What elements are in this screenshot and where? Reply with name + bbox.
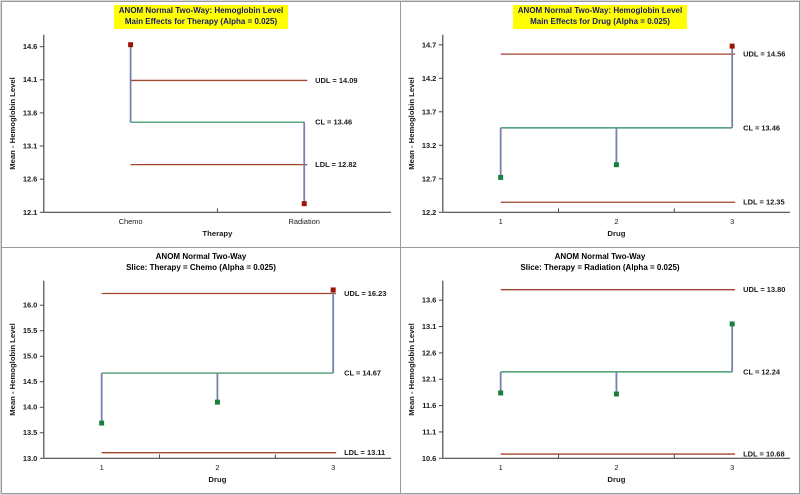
y-tick-label: 14.2 — [422, 74, 437, 83]
anom-plot-slice-chemo: 16.0 15.5 15.0 14.5 14.0 13.5 13.0 1 2 3 Drug Mean … — [8, 280, 392, 484]
chart-title-box: ANOM Normal Two-Way: Hemoglobin Level Ma… — [113, 5, 289, 29]
y-tick-label: 12.6 — [23, 175, 38, 184]
category-label: 2 — [215, 463, 219, 472]
y-tick-label: 13.1 — [422, 322, 437, 331]
y-tick-label: 13.7 — [422, 107, 437, 116]
cl-label: CL = 14.67 — [344, 369, 381, 378]
y-tick-label: 13.5 — [23, 428, 38, 437]
y-tick-label: 12.2 — [422, 208, 437, 217]
y-tick-label: 14.6 — [23, 42, 38, 51]
y-axis-title: Mean - Hemoglobin Level — [407, 77, 416, 170]
ldl-label: LDL = 10.68 — [743, 450, 784, 459]
panel-main-effects-therapy: ANOM Normal Two-Way: Hemoglobin Level Ma… — [2, 2, 400, 247]
y-tick-label: 13.2 — [422, 141, 437, 150]
y-tick-label: 13.1 — [23, 142, 38, 151]
udl-label: UDL = 14.56 — [743, 50, 785, 59]
y-tick-label: 12.1 — [23, 208, 38, 217]
category-label: 3 — [730, 217, 734, 226]
udl-label: UDL = 13.80 — [743, 285, 785, 294]
x-axis-title: Drug — [208, 475, 226, 484]
chart-title-area: ANOM Normal Two-Way Slice: Therapy = Rad… — [401, 251, 799, 275]
data-point — [301, 201, 307, 207]
category-label: 2 — [614, 463, 618, 472]
cl-label: CL = 12.24 — [743, 367, 781, 376]
y-axis-title: Mean - Hemoglobin Level — [8, 77, 17, 170]
y-tick-label: 11.6 — [422, 401, 436, 410]
y-axis-title: Mean - Hemoglobin Level — [8, 323, 17, 416]
y-tick-label: 14.1 — [23, 75, 38, 84]
chart-title-line1: ANOM Normal Two-Way — [554, 252, 646, 261]
anom-plot-main-effects-therapy: 14.6 14.1 13.6 13.1 12.6 12.1 Chemo Radiation Th… — [8, 34, 392, 238]
data-point — [330, 287, 336, 293]
ldl-label: LDL = 13.11 — [344, 448, 385, 457]
cl-label: CL = 13.46 — [743, 123, 780, 132]
chart-title-box: ANOM Normal Two-Way Slice: Therapy = Che… — [121, 251, 281, 275]
data-point — [498, 174, 504, 180]
panel-main-effects-drug: ANOM Normal Two-Way: Hemoglobin Level Ma… — [401, 2, 799, 247]
y-tick-label: 13.6 — [23, 108, 38, 117]
chart-title-area: ANOM Normal Two-Way Slice: Therapy = Che… — [2, 251, 400, 275]
anom-plot-main-effects-drug: 14.7 14.2 13.7 13.2 12.7 12.2 1 2 3 Drug Mean - He… — [407, 34, 791, 238]
data-point — [99, 420, 105, 426]
chart-title-area: ANOM Normal Two-Way: Hemoglobin Level Ma… — [401, 5, 799, 29]
data-point — [498, 390, 504, 396]
category-label: Radiation — [288, 217, 319, 226]
y-tick-label: 14.7 — [422, 40, 437, 49]
y-tick-label: 13.0 — [23, 454, 38, 463]
chart-title-area: ANOM Normal Two-Way: Hemoglobin Level Ma… — [2, 5, 400, 29]
panel-slice-therapy-radiation: ANOM Normal Two-Way Slice: Therapy = Rad… — [401, 248, 799, 493]
y-axis-title: Mean - Hemoglobin Level — [407, 323, 416, 416]
y-tick-label: 14.0 — [23, 403, 38, 412]
data-point — [214, 399, 220, 405]
panel-slice-therapy-chemo: ANOM Normal Two-Way Slice: Therapy = Che… — [2, 248, 400, 493]
ldl-label: LDL = 12.35 — [743, 198, 784, 207]
y-tick-label: 15.5 — [23, 326, 38, 335]
anom-plot-slice-radiation: 13.6 13.1 12.6 12.1 11.6 11.1 10.6 1 2 3 Drug Mean … — [407, 280, 791, 484]
data-point — [729, 321, 735, 327]
udl-label: UDL = 14.09 — [315, 76, 357, 85]
udl-label: UDL = 16.23 — [344, 289, 386, 298]
chart-title-line1: ANOM Normal Two-Way: Hemoglobin Level — [118, 6, 284, 15]
y-tick-label: 15.0 — [23, 352, 38, 361]
chart-title-box: ANOM Normal Two-Way: Hemoglobin Level Ma… — [512, 5, 688, 29]
chart-title-line2: Main Effects for Therapy (Alpha = 0.025) — [124, 16, 278, 26]
category-label: 3 — [331, 463, 335, 472]
x-axis-title: Therapy — [202, 229, 233, 238]
data-point — [613, 162, 619, 168]
ldl-label: LDL = 12.82 — [315, 160, 356, 169]
chart-title-line1: ANOM Normal Two-Way — [155, 252, 247, 261]
y-tick-label: 12.1 — [422, 375, 437, 384]
y-tick-label: 10.6 — [422, 454, 437, 463]
y-tick-label: 14.5 — [23, 377, 38, 386]
cl-label: CL = 13.46 — [315, 118, 352, 127]
chart-title-line2: Slice: Therapy = Radiation (Alpha = 0.02… — [520, 262, 680, 272]
data-point — [613, 391, 619, 397]
y-tick-label: 11.1 — [422, 427, 436, 436]
data-point — [128, 42, 134, 48]
chart-title-line2: Main Effects for Drug (Alpha = 0.025) — [530, 16, 670, 26]
category-label: 1 — [499, 217, 503, 226]
x-axis-title: Drug — [607, 475, 625, 484]
chart-title-line2: Slice: Therapy = Chemo (Alpha = 0.025) — [126, 262, 276, 272]
y-tick-label: 16.0 — [23, 301, 38, 310]
chart-title-box: ANOM Normal Two-Way Slice: Therapy = Rad… — [515, 251, 684, 275]
chart-title-line1: ANOM Normal Two-Way: Hemoglobin Level — [517, 6, 683, 15]
y-tick-label: 13.6 — [422, 296, 437, 305]
category-label: Chemo — [119, 217, 143, 226]
x-axis-title: Drug — [607, 229, 625, 238]
data-point — [729, 43, 735, 49]
category-label: 1 — [100, 463, 104, 472]
category-label: 3 — [730, 463, 734, 472]
category-label: 1 — [499, 463, 503, 472]
category-label: 2 — [614, 217, 618, 226]
y-tick-label: 12.7 — [422, 174, 437, 183]
y-tick-label: 12.6 — [422, 348, 437, 357]
